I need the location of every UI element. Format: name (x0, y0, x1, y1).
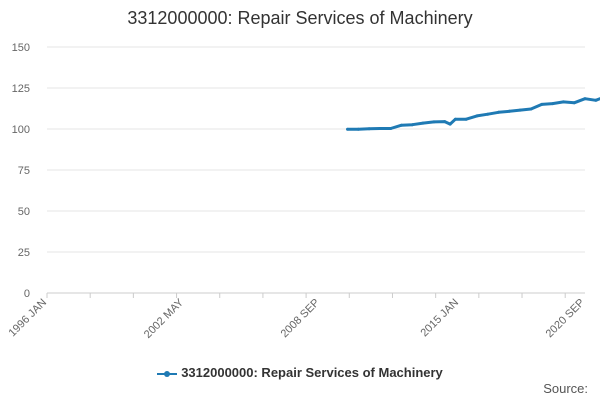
x-tick-label: 2002 MAY (142, 296, 187, 341)
data-point[interactable] (507, 109, 511, 113)
data-point[interactable] (551, 102, 555, 106)
data-point[interactable] (464, 117, 468, 121)
y-tick-label: 50 (18, 206, 30, 218)
data-point[interactable] (432, 120, 436, 124)
data-point[interactable] (389, 127, 393, 130)
y-tick-label: 25 (18, 247, 30, 259)
data-point[interactable] (453, 117, 457, 121)
data-point[interactable] (529, 107, 533, 111)
grid-lines (47, 46, 585, 253)
data-point[interactable] (561, 100, 565, 104)
x-axis: 1996 JAN 2002 MAY 2008 SEP 2015 JAN 2020 SEP (6, 292, 588, 341)
data-point[interactable] (572, 101, 576, 105)
legend[interactable]: 3312000000: Repair Services of Machinery (0, 365, 600, 380)
x-tick-label: 2008 SEP (279, 297, 323, 341)
legend-label: 3312000000: Repair Services of Machinery (181, 365, 443, 380)
y-axis-tick-labels: 0 25 50 75 100 125 150 (12, 42, 30, 300)
legend-marker (157, 370, 178, 377)
data-point[interactable] (400, 123, 403, 127)
series-layer (346, 97, 600, 131)
y-tick-label: 100 (12, 124, 30, 136)
x-tick-label: 1996 JAN (6, 297, 49, 340)
data-point[interactable] (367, 127, 371, 131)
data-point[interactable] (583, 97, 587, 101)
data-point[interactable] (518, 108, 522, 112)
y-tick-label: 125 (12, 83, 30, 95)
data-point[interactable] (410, 123, 414, 127)
x-tick-label: 2015 JAN (418, 297, 461, 340)
source-label: Source: (543, 381, 588, 396)
data-point[interactable] (443, 120, 447, 124)
y-tick-label: 150 (12, 42, 30, 54)
data-point[interactable] (346, 127, 349, 131)
data-point[interactable] (421, 121, 425, 125)
data-point[interactable] (486, 112, 490, 116)
data-point[interactable] (356, 127, 360, 131)
data-point[interactable] (378, 127, 382, 130)
chart-title: 3312000000: Repair Services of Machinery (127, 8, 473, 28)
data-point[interactable] (497, 110, 501, 114)
y-tick-label: 75 (18, 165, 30, 177)
data-point[interactable] (594, 98, 598, 102)
data-point[interactable] (448, 122, 452, 126)
x-tick-label: 2020 SEP (544, 297, 588, 341)
y-tick-label: 0 (24, 288, 30, 300)
data-point[interactable] (475, 114, 479, 118)
data-point[interactable] (540, 102, 544, 106)
